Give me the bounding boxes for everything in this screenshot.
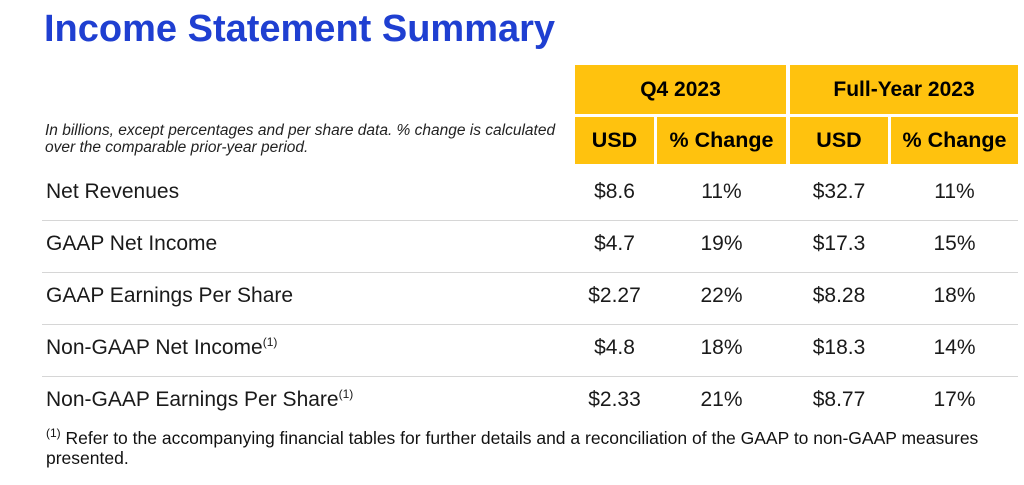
row-divider bbox=[42, 376, 1018, 377]
cell-q4-pct: 18% bbox=[700, 336, 743, 359]
cell-fy-pct: 14% bbox=[933, 336, 976, 359]
cell-fy-pct: 17% bbox=[933, 388, 976, 411]
cell-fy-pct: 15% bbox=[933, 232, 976, 255]
cell-q4-pct: 22% bbox=[700, 284, 743, 307]
cell-q4-usd: $4.8 bbox=[594, 336, 635, 359]
cell-q4-pct: 11% bbox=[701, 180, 742, 203]
page-title: Income Statement Summary bbox=[44, 8, 556, 50]
cell-q4-pct: 19% bbox=[700, 232, 743, 255]
footnote-ref: (1) bbox=[262, 335, 278, 349]
cell-q4-usd: $4.7 bbox=[594, 232, 635, 255]
row-label-text: Non-GAAP Net Income bbox=[46, 336, 263, 359]
row-label-net-revenues: Net Revenues bbox=[46, 180, 180, 203]
footnote: (1) Refer to the accompanying financial … bbox=[46, 426, 1006, 468]
footnote-text: Refer to the accompanying financial tabl… bbox=[46, 428, 979, 468]
row-label-non-gaap-net-income: Non-GAAP Net Income(1) bbox=[46, 336, 277, 360]
header-q4-usd: USD bbox=[575, 117, 654, 164]
cell-fy-usd: $32.7 bbox=[812, 180, 866, 203]
header-q4-pct-change: % Change bbox=[657, 117, 786, 164]
cell-fy-pct: 11% bbox=[934, 180, 975, 203]
row-label-gaap-eps: GAAP Earnings Per Share bbox=[46, 284, 294, 307]
cell-fy-usd: $8.28 bbox=[812, 284, 866, 307]
cell-fy-usd: $17.3 bbox=[812, 232, 866, 255]
header-fy-pct-change: % Change bbox=[891, 117, 1018, 164]
row-label-gaap-net-income: GAAP Net Income bbox=[46, 232, 218, 255]
cell-q4-usd: $8.6 bbox=[594, 180, 635, 203]
row-label-non-gaap-eps: Non-GAAP Earnings Per Share(1) bbox=[46, 388, 353, 412]
cell-q4-usd: $2.33 bbox=[588, 388, 641, 411]
row-divider bbox=[42, 272, 1018, 273]
cell-fy-usd: $8.77 bbox=[812, 388, 866, 411]
row-divider bbox=[42, 220, 1018, 221]
row-label-text: Non-GAAP Earnings Per Share bbox=[46, 388, 339, 411]
row-divider bbox=[42, 324, 1018, 325]
cell-fy-pct: 18% bbox=[933, 284, 976, 307]
cell-q4-usd: $2.27 bbox=[588, 284, 641, 307]
units-note: In billions, except percentages and per … bbox=[45, 122, 556, 156]
footnote-ref: (1) bbox=[338, 387, 354, 401]
footnote-mark: (1) bbox=[46, 426, 61, 441]
header-full-year-2023: Full-Year 2023 bbox=[790, 65, 1018, 114]
cell-fy-usd: $18.3 bbox=[812, 336, 866, 359]
cell-q4-pct: 21% bbox=[700, 388, 743, 411]
header-q4-2023: Q4 2023 bbox=[575, 65, 786, 114]
header-fy-usd: USD bbox=[790, 117, 888, 164]
